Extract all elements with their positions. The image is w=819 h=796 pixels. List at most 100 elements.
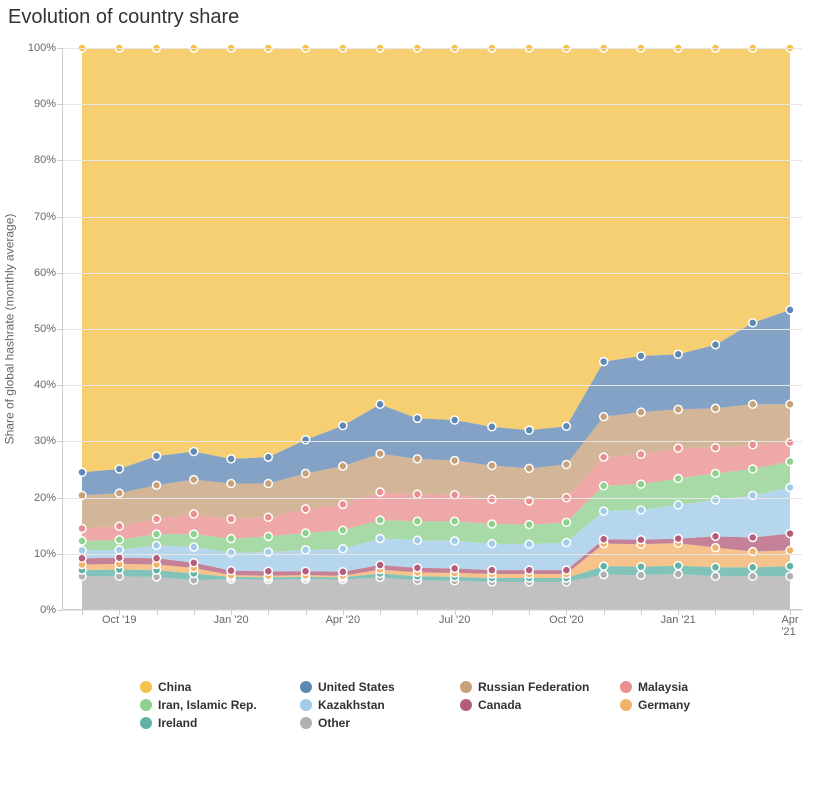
data-point-marker[interactable] bbox=[413, 536, 421, 544]
data-point-marker[interactable] bbox=[78, 554, 86, 562]
data-point-marker[interactable] bbox=[674, 535, 682, 543]
data-point-marker[interactable] bbox=[190, 543, 198, 551]
data-point-marker[interactable] bbox=[674, 405, 682, 413]
data-point-marker[interactable] bbox=[749, 534, 757, 542]
data-point-marker[interactable] bbox=[190, 559, 198, 567]
data-point-marker[interactable] bbox=[488, 495, 496, 503]
data-point-marker[interactable] bbox=[413, 517, 421, 525]
data-point-marker[interactable] bbox=[600, 507, 608, 515]
data-point-marker[interactable] bbox=[339, 462, 347, 470]
data-point-marker[interactable] bbox=[600, 562, 608, 570]
data-point-marker[interactable] bbox=[786, 562, 794, 570]
data-point-marker[interactable] bbox=[227, 549, 235, 557]
data-point-marker[interactable] bbox=[674, 444, 682, 452]
data-point-marker[interactable] bbox=[711, 532, 719, 540]
data-point-marker[interactable] bbox=[600, 358, 608, 366]
legend-item[interactable]: Malaysia bbox=[620, 680, 780, 694]
data-point-marker[interactable] bbox=[78, 468, 86, 476]
data-point-marker[interactable] bbox=[711, 563, 719, 571]
data-point-marker[interactable] bbox=[376, 516, 384, 524]
data-point-marker[interactable] bbox=[339, 545, 347, 553]
legend-item[interactable]: Iran, Islamic Rep. bbox=[140, 698, 300, 712]
data-point-marker[interactable] bbox=[674, 474, 682, 482]
data-point-marker[interactable] bbox=[264, 513, 272, 521]
data-point-marker[interactable] bbox=[786, 400, 794, 408]
legend-item[interactable]: Other bbox=[300, 716, 460, 730]
data-point-marker[interactable] bbox=[637, 480, 645, 488]
data-point-marker[interactable] bbox=[153, 530, 161, 538]
data-point-marker[interactable] bbox=[264, 532, 272, 540]
data-point-marker[interactable] bbox=[78, 537, 86, 545]
data-point-marker[interactable] bbox=[451, 517, 459, 525]
data-point-marker[interactable] bbox=[711, 469, 719, 477]
data-point-marker[interactable] bbox=[451, 564, 459, 572]
data-point-marker[interactable] bbox=[637, 352, 645, 360]
data-point-marker[interactable] bbox=[786, 306, 794, 314]
data-point-marker[interactable] bbox=[115, 489, 123, 497]
data-point-marker[interactable] bbox=[339, 422, 347, 430]
data-point-marker[interactable] bbox=[600, 453, 608, 461]
data-point-marker[interactable] bbox=[413, 564, 421, 572]
data-point-marker[interactable] bbox=[264, 567, 272, 575]
data-point-marker[interactable] bbox=[749, 572, 757, 580]
data-point-marker[interactable] bbox=[376, 400, 384, 408]
data-point-marker[interactable] bbox=[637, 536, 645, 544]
data-point-marker[interactable] bbox=[749, 563, 757, 571]
data-point-marker[interactable] bbox=[488, 423, 496, 431]
data-point-marker[interactable] bbox=[562, 566, 570, 574]
legend-item[interactable]: Kazakhstan bbox=[300, 698, 460, 712]
data-point-marker[interactable] bbox=[190, 510, 198, 518]
legend-item[interactable]: Ireland bbox=[140, 716, 300, 730]
data-point-marker[interactable] bbox=[562, 460, 570, 468]
data-point-marker[interactable] bbox=[451, 537, 459, 545]
data-point-marker[interactable] bbox=[153, 481, 161, 489]
data-point-marker[interactable] bbox=[562, 539, 570, 547]
data-point-marker[interactable] bbox=[749, 319, 757, 327]
data-point-marker[interactable] bbox=[153, 452, 161, 460]
data-point-marker[interactable] bbox=[786, 572, 794, 580]
data-point-marker[interactable] bbox=[115, 554, 123, 562]
data-point-marker[interactable] bbox=[637, 563, 645, 571]
data-point-marker[interactable] bbox=[227, 535, 235, 543]
data-point-marker[interactable] bbox=[525, 521, 533, 529]
data-point-marker[interactable] bbox=[674, 501, 682, 509]
data-point-marker[interactable] bbox=[674, 350, 682, 358]
legend-item[interactable]: Canada bbox=[460, 698, 620, 712]
data-point-marker[interactable] bbox=[600, 535, 608, 543]
data-point-marker[interactable] bbox=[302, 546, 310, 554]
data-point-marker[interactable] bbox=[302, 436, 310, 444]
data-point-marker[interactable] bbox=[376, 535, 384, 543]
data-point-marker[interactable] bbox=[376, 488, 384, 496]
data-point-marker[interactable] bbox=[115, 522, 123, 530]
data-point-marker[interactable] bbox=[376, 450, 384, 458]
data-point-marker[interactable] bbox=[600, 413, 608, 421]
data-point-marker[interactable] bbox=[637, 408, 645, 416]
legend-item[interactable]: China bbox=[140, 680, 300, 694]
data-point-marker[interactable] bbox=[190, 476, 198, 484]
data-point-marker[interactable] bbox=[488, 540, 496, 548]
data-point-marker[interactable] bbox=[227, 515, 235, 523]
data-point-marker[interactable] bbox=[525, 426, 533, 434]
data-point-marker[interactable] bbox=[302, 529, 310, 537]
data-point-marker[interactable] bbox=[488, 566, 496, 574]
data-point-marker[interactable] bbox=[227, 567, 235, 575]
data-point-marker[interactable] bbox=[488, 462, 496, 470]
data-point-marker[interactable] bbox=[786, 530, 794, 538]
data-point-marker[interactable] bbox=[190, 448, 198, 456]
data-point-marker[interactable] bbox=[711, 544, 719, 552]
data-point-marker[interactable] bbox=[227, 480, 235, 488]
data-point-marker[interactable] bbox=[711, 341, 719, 349]
data-point-marker[interactable] bbox=[115, 465, 123, 473]
data-point-marker[interactable] bbox=[525, 566, 533, 574]
data-point-marker[interactable] bbox=[674, 570, 682, 578]
data-point-marker[interactable] bbox=[153, 554, 161, 562]
data-point-marker[interactable] bbox=[637, 450, 645, 458]
data-point-marker[interactable] bbox=[562, 518, 570, 526]
data-point-marker[interactable] bbox=[190, 530, 198, 538]
data-point-marker[interactable] bbox=[600, 482, 608, 490]
data-point-marker[interactable] bbox=[786, 483, 794, 491]
data-point-marker[interactable] bbox=[786, 439, 794, 447]
legend-item[interactable]: Germany bbox=[620, 698, 780, 712]
data-point-marker[interactable] bbox=[153, 515, 161, 523]
data-point-marker[interactable] bbox=[302, 469, 310, 477]
